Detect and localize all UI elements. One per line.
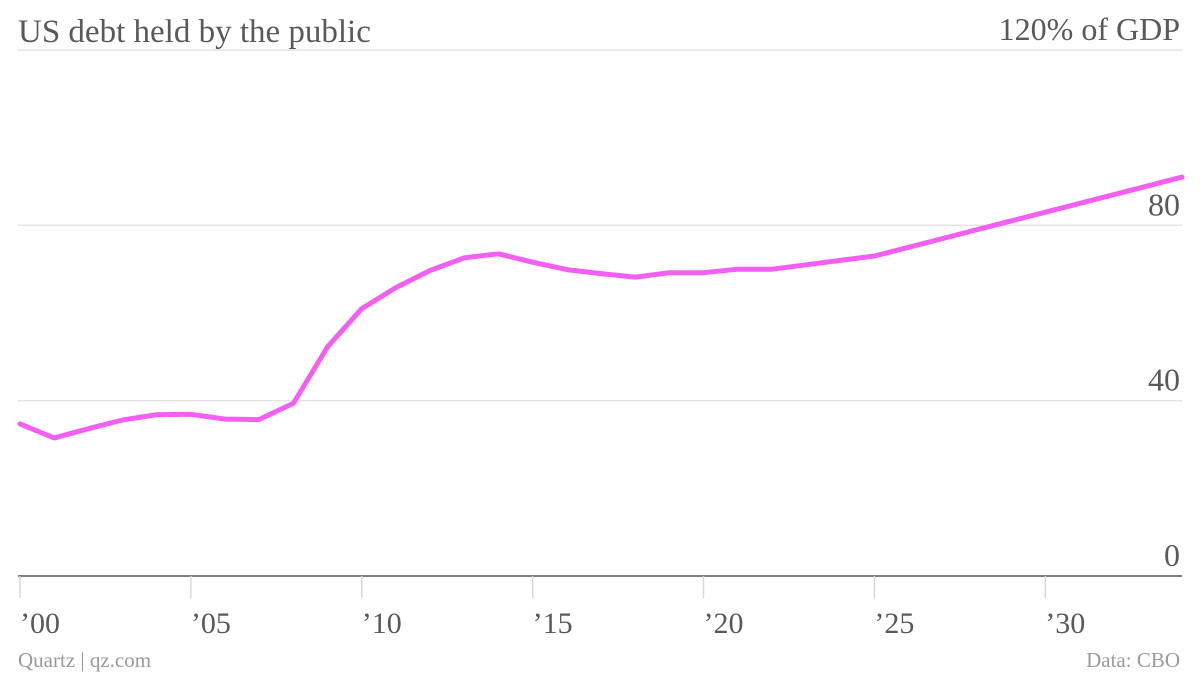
x-tick-label: ’15 (533, 607, 573, 640)
series-lines (17, 174, 1185, 441)
x-tick-label: ’30 (1045, 607, 1085, 640)
y-tick-label: 40 (1148, 362, 1180, 398)
gridlines (18, 49, 1182, 577)
y-tick-label: 0 (1164, 537, 1180, 573)
x-tick-label: ’10 (362, 607, 402, 640)
data-source: Data: CBO (1086, 648, 1180, 672)
series-line (17, 174, 1185, 441)
x-tick-label: ’00 (20, 607, 60, 640)
y-axis-labels: 120% of GDP 80 40 0 (999, 11, 1180, 573)
x-tick-label: ’05 (191, 607, 231, 640)
chart-title: US debt held by the public (18, 14, 371, 50)
y-tick-label: 120% of GDP (999, 11, 1180, 47)
source-credit: Quartz | qz.com (18, 648, 151, 672)
x-tick-label: ’20 (704, 607, 744, 640)
x-axis: ’00 ’05 ’10 ’15 ’20 ’25 ’30 (19, 576, 1085, 640)
x-tick-label: ’25 (874, 607, 914, 640)
y-tick-label: 80 (1148, 186, 1180, 222)
